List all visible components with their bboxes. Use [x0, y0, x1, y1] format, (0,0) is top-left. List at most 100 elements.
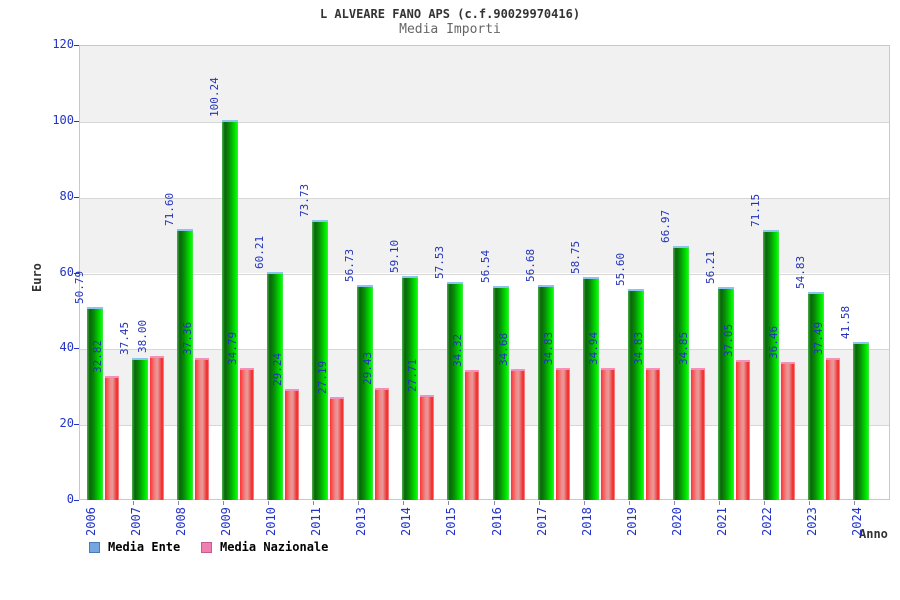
x-tick-mark [493, 501, 495, 505]
bar-media-ente-2006 [87, 307, 103, 500]
bar-media-ente-2018 [582, 277, 599, 500]
value-label-media-ente-2019: 55.60 [613, 253, 627, 287]
value-label-media-nazionale-2015: 34.32 [451, 333, 465, 367]
bar-media-nazionale-2007 [150, 355, 165, 500]
value-label-media-ente-2014: 59.10 [388, 239, 402, 273]
x-tick-mark [178, 501, 180, 505]
value-label-media-nazionale-2008: 37.36 [181, 322, 195, 356]
x-tick-label-2019: 2019 [624, 507, 639, 536]
value-label-media-ente-2023: 54.83 [793, 255, 807, 290]
value-label-media-nazionale-2010: 29.24 [271, 353, 285, 387]
value-label-media-ente-2021: 56.21 [703, 250, 717, 284]
x-tick-mark [313, 501, 315, 505]
bar-media-nazionale-2010 [285, 389, 300, 500]
bar-media-nazionale-2015 [465, 369, 480, 500]
bar-media-nazionale-2023 [825, 357, 840, 500]
value-label-media-nazionale-2009: 34.79 [226, 331, 240, 366]
plot-band [80, 197, 889, 274]
x-tick-mark [628, 501, 630, 505]
y-tick-mark [74, 348, 79, 350]
value-label-media-ente-2015: 57.53 [433, 245, 447, 279]
y-tick-label: 80 [59, 188, 74, 203]
bar-media-ente-2011 [312, 220, 329, 500]
gridline [80, 273, 889, 275]
value-label-media-nazionale-2006: 32.82 [91, 339, 104, 373]
bar-media-nazionale-2020 [690, 367, 705, 500]
value-label-media-ente-2017: 56.68 [523, 248, 537, 283]
bar-media-nazionale-2008 [195, 358, 210, 500]
plot-band [80, 349, 889, 426]
value-label-media-ente-2006: 50.79 [73, 271, 86, 305]
bar-media-nazionale-2022 [780, 361, 795, 500]
x-tick-mark [808, 501, 810, 505]
value-label-media-nazionale-2019: 34.83 [631, 331, 645, 365]
value-label-media-ente-2010: 60.21 [253, 235, 267, 269]
plot-band [80, 46, 889, 122]
gridline [80, 121, 889, 123]
x-tick-mark [223, 501, 225, 505]
y-tick-label: 120 [52, 37, 74, 51]
x-tick-mark [448, 501, 450, 505]
bar-media-ente-2014 [402, 275, 419, 500]
y-tick-label: 0 [66, 492, 74, 506]
x-tick-label-2022: 2022 [759, 507, 774, 536]
bar-media-ente-2008 [177, 228, 194, 500]
bar-media-nazionale-2009 [240, 368, 255, 500]
x-tick-label-2011: 2011 [309, 507, 324, 536]
value-label-media-ente-2008: 71.60 [163, 192, 177, 226]
y-tick-label: 100 [52, 112, 74, 127]
bar-media-ente-2007 [132, 358, 149, 500]
value-label-media-nazionale-2013: 29.43 [361, 352, 375, 386]
bar-media-ente-2016 [492, 285, 509, 500]
y-tick-label: 20 [59, 416, 74, 431]
bar-media-ente-2017 [537, 285, 554, 500]
value-label-media-ente-2011: 73.73 [298, 184, 312, 218]
y-tick-mark [74, 45, 79, 46]
value-label-media-nazionale-2007: 38.00 [136, 319, 150, 353]
legend-item-media-ente: Media Ente [89, 541, 180, 554]
x-tick-mark [718, 501, 720, 505]
x-tick-mark [403, 501, 405, 505]
plot-area [79, 45, 890, 500]
bar-media-ente-2024 [852, 342, 869, 500]
x-axis-title: Anno [859, 527, 888, 541]
x-tick-label-2015: 2015 [444, 507, 459, 536]
bar-media-nazionale-2021 [735, 359, 750, 500]
bar-media-nazionale-2016 [510, 368, 525, 500]
value-label-media-ente-2018: 58.75 [568, 241, 582, 275]
y-tick-mark [74, 500, 79, 501]
legend-label-media-nazionale: Media Nazionale [220, 540, 329, 554]
x-tick-mark [583, 501, 585, 505]
x-tick-label-2024: 2024 [849, 507, 864, 536]
x-tick-label-2021: 2021 [714, 507, 729, 536]
value-label-media-nazionale-2014: 27.71 [406, 358, 420, 392]
bar-media-nazionale-2019 [645, 367, 660, 500]
bar-media-ente-2021 [717, 286, 734, 500]
chart-title: L ALVEARE FANO APS (c.f.90029970416) [319, 7, 581, 21]
y-tick-mark [74, 196, 79, 198]
value-label-media-nazionale-2016: 34.68 [496, 332, 510, 366]
bar-media-nazionale-2011 [330, 396, 345, 500]
bar-media-ente-2010 [267, 271, 284, 500]
bar-media-ente-2009 [222, 119, 239, 500]
value-label-media-nazionale-2017: 34.83 [541, 331, 555, 365]
gridline [80, 197, 889, 199]
chart-subtitle: Media Importi [399, 22, 501, 37]
bar-media-ente-2020 [672, 246, 689, 500]
bar-media-nazionale-2018 [600, 367, 615, 500]
x-tick-label-2009: 2009 [219, 507, 234, 536]
value-label-media-ente-2009: 100.24 [208, 77, 222, 117]
value-label-media-ente-2016: 56.54 [478, 249, 492, 283]
bar-media-ente-2023 [807, 292, 824, 500]
y-tick-mark [74, 424, 79, 426]
x-tick-mark [538, 501, 540, 505]
x-tick-mark [268, 501, 270, 505]
bar-media-nazionale-2013 [375, 388, 390, 500]
x-tick-label-2010: 2010 [264, 507, 279, 536]
x-tick-mark [853, 501, 855, 505]
value-label-media-nazionale-2020: 34.85 [676, 331, 690, 365]
value-label-media-ente-2013: 56.73 [343, 248, 357, 282]
value-label-media-nazionale-2021: 37.05 [721, 323, 735, 357]
x-tick-label-2016: 2016 [489, 507, 504, 536]
